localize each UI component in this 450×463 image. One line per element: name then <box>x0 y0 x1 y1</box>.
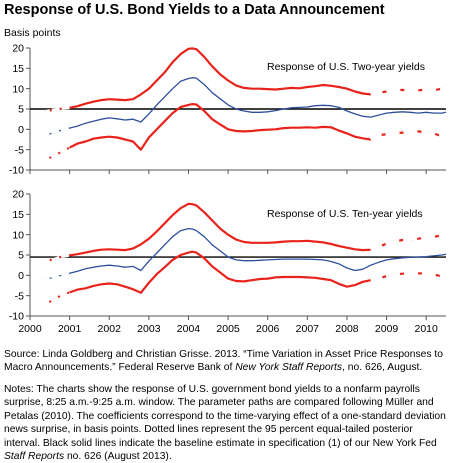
source-note: Source: Linda Goldberg and Christian Gri… <box>4 348 448 375</box>
x-tick-label: 2000 <box>18 323 42 335</box>
y-tick-label: -5 <box>15 290 24 302</box>
x-tick-label: 2009 <box>375 323 399 335</box>
two-year-yields-panel: Response of U.S. Two-year yields -10 -5 0 5… <box>9 43 447 177</box>
source-italic: New York Staff Reports <box>235 362 343 374</box>
early-dash-segment-upper <box>45 106 70 113</box>
panel-title-ten-year: Response of U.S. Ten-year yields <box>267 208 423 220</box>
ten-year-yields-panel: Response of U.S. Ten-year yields -10 -5 0 5… <box>9 189 447 335</box>
y-tick-label: 15 <box>12 209 24 221</box>
estimate-line <box>45 77 447 137</box>
early-dash-segment-lower <box>45 146 71 161</box>
y-tick-label: -10 <box>9 311 24 323</box>
source-suffix: , no. 626, August. <box>342 362 423 374</box>
y-tick-label: 10 <box>12 83 24 95</box>
early-dash-segment-estimate <box>45 127 70 137</box>
early-dash-segment-lower <box>45 291 70 305</box>
late-dash-segment-upper <box>370 83 447 96</box>
y-tick-label: 10 <box>12 229 24 241</box>
x-tick-label: 2010 <box>415 323 439 335</box>
notes-text: Notes: The charts show the response of U… <box>4 383 448 463</box>
x-tick-label: 2003 <box>137 323 161 335</box>
bond-yield-charts: Response of U.S. Two-year yields -10 -5 0 5… <box>9 43 447 335</box>
y-tick-label: 5 <box>18 250 24 262</box>
late-dash-segment-lower <box>370 271 447 282</box>
late-dash-segment-lower <box>370 130 447 141</box>
y-tick-label: 5 <box>18 104 24 116</box>
early-dash-segment-upper <box>45 254 70 263</box>
y-tick-label: 20 <box>12 189 24 201</box>
lower-band-line <box>45 102 447 161</box>
panel-title-two-year: Response of U.S. Two-year yields <box>267 61 425 73</box>
early-dash-segment-estimate <box>45 272 70 281</box>
y-tick-label: 0 <box>18 270 24 282</box>
late-dash-segment-upper <box>370 231 447 251</box>
source-prefix: Source: Linda Goldberg and Christian Gri… <box>4 349 443 374</box>
upper-band-line <box>45 47 447 113</box>
y-tick-label: -5 <box>15 144 24 156</box>
x-tick-label: 2002 <box>98 323 122 335</box>
y-tick-label: -10 <box>9 165 24 177</box>
y-axis-unit-label: Basis points <box>4 27 61 39</box>
x-tick-label: 2005 <box>216 323 240 335</box>
y-tick-label: 20 <box>12 43 24 55</box>
notes-italic: Staff Reports <box>4 451 65 463</box>
y-tick-label: 15 <box>12 63 24 75</box>
x-tick-label: 2004 <box>177 323 201 335</box>
y-tick-label: 0 <box>18 124 24 136</box>
notes-prefix: Notes: The charts show the response of U… <box>4 384 446 449</box>
x-tick-label: 2001 <box>58 323 82 335</box>
x-tick-label: 2008 <box>335 323 359 335</box>
chart-title: Response of U.S. Bond Yields to a Data A… <box>4 2 385 18</box>
notes-suffix: no. 626 (August 2013). <box>64 451 172 463</box>
estimate-line <box>45 227 447 281</box>
x-tick-label: 2007 <box>296 323 320 335</box>
x-tick-label: 2006 <box>256 323 280 335</box>
